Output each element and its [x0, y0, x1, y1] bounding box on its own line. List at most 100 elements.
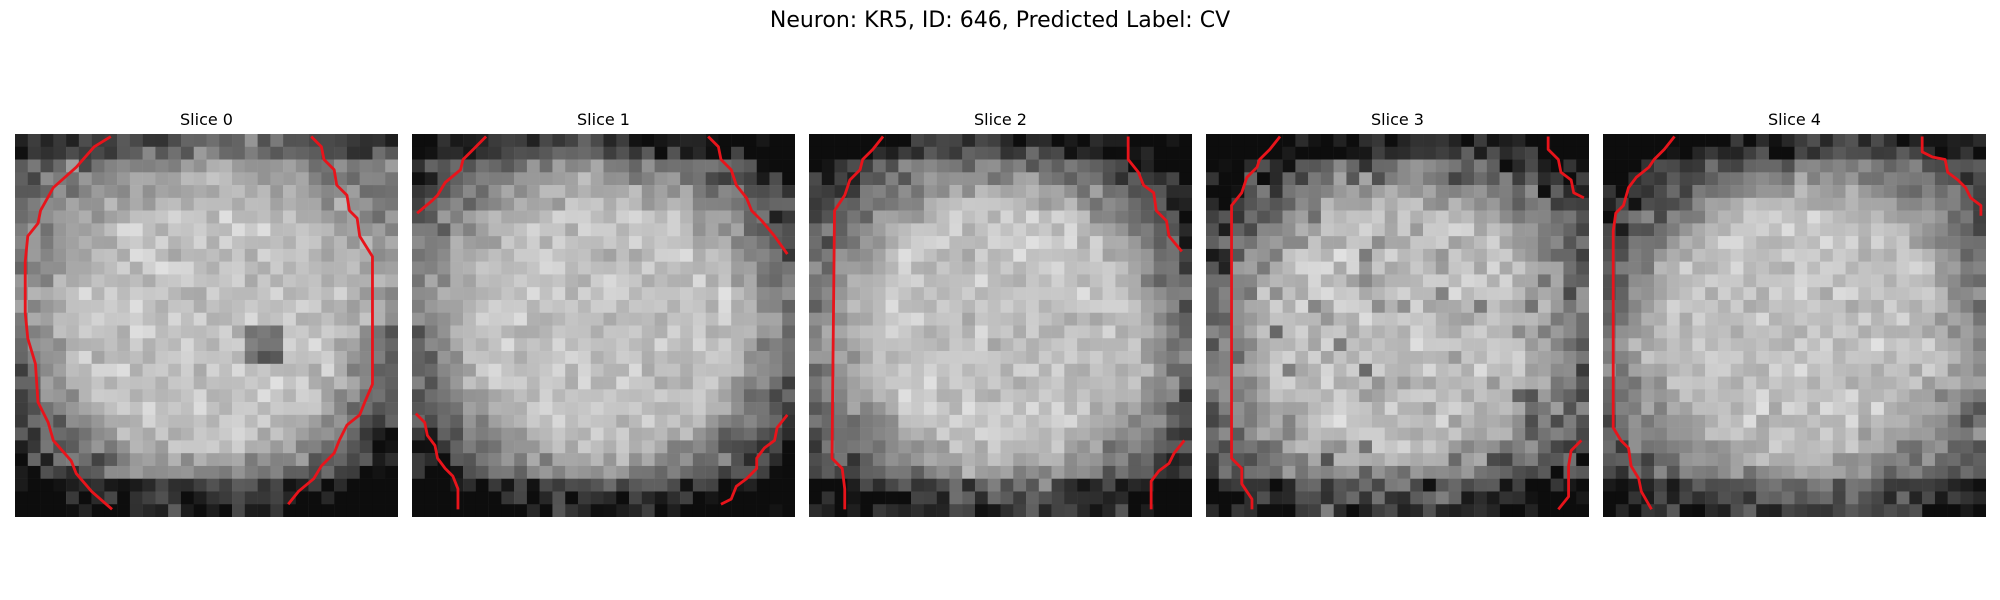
pixel — [1333, 146, 1347, 160]
pixel — [692, 338, 706, 352]
pixel — [629, 223, 643, 237]
pixel — [1973, 248, 1986, 262]
pixel — [1922, 427, 1936, 441]
pixel — [1717, 197, 1731, 211]
pixel — [1231, 261, 1245, 275]
pixel — [1525, 223, 1539, 237]
pixel — [629, 478, 643, 492]
pixel — [78, 414, 92, 428]
pixel — [1423, 146, 1437, 160]
pixel — [1115, 146, 1129, 160]
pixel — [1563, 389, 1577, 403]
pixel — [1615, 312, 1629, 326]
pixel — [731, 504, 745, 517]
pixel — [1179, 414, 1192, 428]
pixel — [539, 427, 553, 441]
pixel — [1730, 504, 1744, 517]
pixel — [180, 351, 194, 365]
pixel — [1807, 351, 1821, 365]
pixel — [53, 287, 67, 301]
pixel — [1563, 491, 1577, 505]
pixel — [1960, 159, 1974, 173]
pixel — [1692, 236, 1706, 250]
pixel — [1128, 491, 1142, 505]
pixel — [437, 338, 451, 352]
pixel — [1845, 134, 1859, 148]
pixel — [1692, 376, 1706, 390]
pixel — [1359, 197, 1373, 211]
pixel — [1768, 159, 1782, 173]
pixel — [142, 453, 156, 467]
pixel — [232, 223, 246, 237]
pixel — [1883, 453, 1897, 467]
pixel — [1089, 248, 1103, 262]
pixel — [168, 338, 182, 352]
pixel — [219, 146, 233, 160]
pixel — [180, 274, 194, 288]
pixel — [385, 440, 398, 454]
pixel — [129, 351, 143, 365]
pixel — [1257, 427, 1271, 441]
pixel — [1179, 363, 1192, 377]
pixel — [949, 261, 963, 275]
pixel — [257, 210, 271, 224]
pixel — [1743, 427, 1757, 441]
pixel — [385, 312, 398, 326]
pixel — [1628, 134, 1642, 148]
pixel — [257, 440, 271, 454]
pixel — [552, 440, 566, 454]
pixel — [1474, 363, 1488, 377]
pixel — [629, 504, 643, 517]
pixel — [155, 261, 169, 275]
pixel — [1461, 402, 1475, 416]
pixel — [1871, 261, 1885, 275]
pixel — [1102, 172, 1116, 186]
pixel — [1000, 223, 1014, 237]
pixel — [1102, 440, 1116, 454]
pixel — [1845, 159, 1859, 173]
pixel — [936, 236, 950, 250]
pixel — [385, 478, 398, 492]
pixel — [1026, 376, 1040, 390]
pixel — [308, 261, 322, 275]
pixel — [1820, 146, 1834, 160]
pixel — [526, 427, 540, 441]
pixel — [962, 248, 976, 262]
pixel — [1013, 440, 1027, 454]
pixel — [1423, 210, 1437, 224]
pixel — [1461, 134, 1475, 148]
pixel — [1628, 299, 1642, 313]
pixel — [1295, 389, 1309, 403]
pixel — [1397, 146, 1411, 160]
pixel — [834, 261, 848, 275]
pixel — [1166, 491, 1180, 505]
pixel — [769, 376, 783, 390]
pixel — [501, 312, 515, 326]
pixel — [1603, 197, 1617, 211]
pixel — [488, 248, 502, 262]
pixel — [219, 248, 233, 262]
pixel — [1320, 325, 1334, 339]
pixel — [1768, 325, 1782, 339]
pixel — [1359, 491, 1373, 505]
pixel — [743, 325, 757, 339]
pixel — [1615, 402, 1629, 416]
pixel — [1000, 261, 1014, 275]
pixel — [1756, 351, 1770, 365]
pixel — [270, 172, 284, 186]
pixel — [372, 312, 386, 326]
pixel — [590, 363, 604, 377]
pixel — [1922, 134, 1936, 148]
pixel — [40, 210, 54, 224]
pixel — [1295, 312, 1309, 326]
pixel — [1871, 134, 1885, 148]
pixel — [1947, 261, 1961, 275]
pixel — [1807, 338, 1821, 352]
pixel — [1077, 465, 1091, 479]
pixel — [168, 402, 182, 416]
pixel — [1615, 223, 1629, 237]
pixel — [641, 197, 655, 211]
pixel — [1013, 274, 1027, 288]
pixel — [667, 465, 681, 479]
pixel — [654, 363, 668, 377]
